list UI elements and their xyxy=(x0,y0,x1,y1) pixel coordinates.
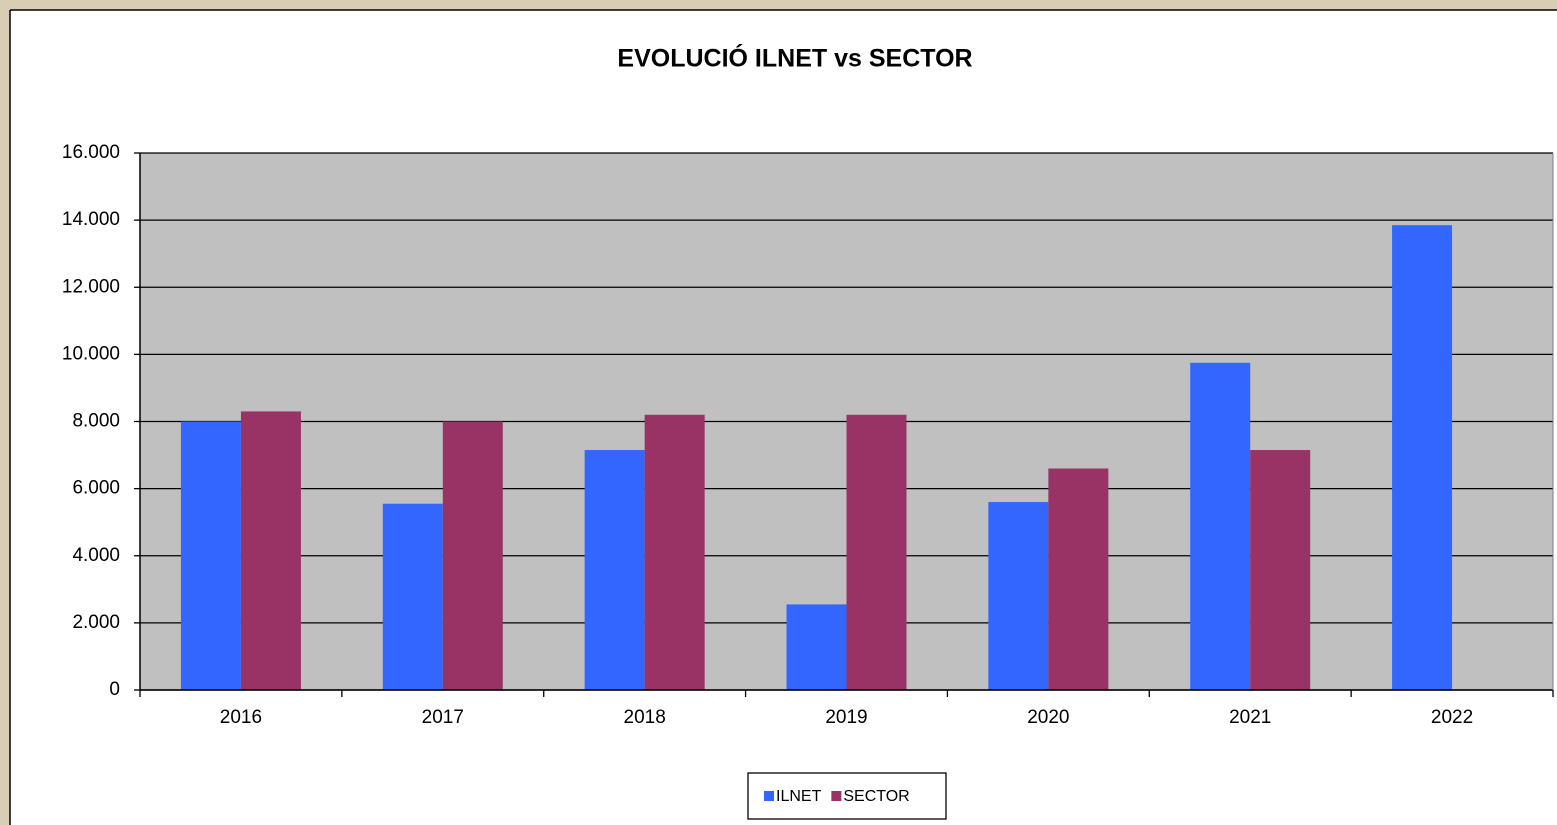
x-tick-label: 2017 xyxy=(422,707,464,728)
bar xyxy=(644,414,705,690)
bar xyxy=(442,421,503,690)
legend-swatch xyxy=(831,791,842,801)
y-tick-label: 16.000 xyxy=(62,142,120,163)
x-tick-label: 2019 xyxy=(825,707,867,728)
legend-label: SECTOR xyxy=(843,788,909,805)
y-tick-label: 10.000 xyxy=(62,343,120,364)
bar xyxy=(1048,468,1109,690)
y-tick-label: 2.000 xyxy=(72,612,120,633)
bar xyxy=(786,604,847,690)
bar xyxy=(1190,362,1251,690)
y-tick-label: 8.000 xyxy=(72,411,120,432)
x-tick-label: 2021 xyxy=(1229,707,1271,728)
bar xyxy=(584,450,645,690)
bar xyxy=(1250,450,1311,690)
bar xyxy=(846,414,907,690)
bar xyxy=(240,411,301,690)
bar xyxy=(180,421,241,690)
y-tick-label: 0 xyxy=(109,679,120,700)
x-tick-label: 2016 xyxy=(220,707,262,728)
chart-title: EVOLUCIÓ ILNET vs SECTOR xyxy=(617,43,972,73)
x-tick-label: 2022 xyxy=(1431,707,1473,728)
y-tick-label: 4.000 xyxy=(72,545,120,566)
y-tick-label: 14.000 xyxy=(62,209,120,230)
x-tick-label: 2018 xyxy=(624,707,666,728)
legend-box xyxy=(747,772,947,820)
y-tick-label: 6.000 xyxy=(72,478,120,499)
legend-swatch xyxy=(764,791,774,801)
bar xyxy=(1392,225,1453,691)
bar xyxy=(988,502,1049,690)
bar xyxy=(382,503,443,690)
x-tick-label: 2020 xyxy=(1027,707,1069,728)
y-tick-label: 12.000 xyxy=(62,276,120,297)
legend-label: ILNET xyxy=(776,788,822,805)
